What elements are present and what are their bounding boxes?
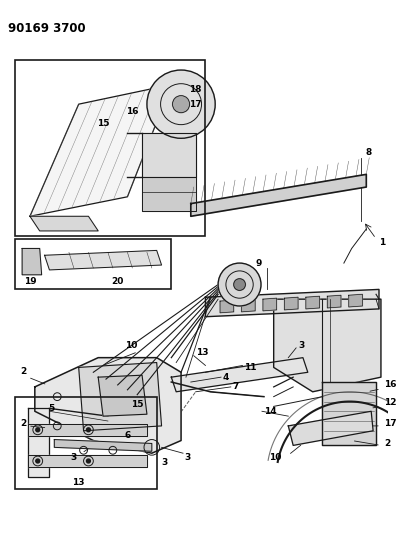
Polygon shape xyxy=(191,174,366,216)
Text: 13: 13 xyxy=(72,478,85,487)
Text: 15: 15 xyxy=(131,400,143,409)
Text: 16: 16 xyxy=(126,108,139,117)
Polygon shape xyxy=(288,411,373,446)
Text: 12: 12 xyxy=(384,398,396,407)
Polygon shape xyxy=(98,375,147,416)
Circle shape xyxy=(36,428,40,432)
Polygon shape xyxy=(274,299,381,392)
Polygon shape xyxy=(322,382,376,446)
Polygon shape xyxy=(79,362,162,431)
Text: 6: 6 xyxy=(124,431,131,440)
Text: 2: 2 xyxy=(20,367,27,376)
Polygon shape xyxy=(28,408,50,477)
Polygon shape xyxy=(54,440,152,451)
Polygon shape xyxy=(327,295,341,308)
Text: 20: 20 xyxy=(112,277,124,286)
Text: 3: 3 xyxy=(298,342,304,351)
Text: 17: 17 xyxy=(384,419,397,429)
Polygon shape xyxy=(30,216,98,231)
Text: 4: 4 xyxy=(223,373,229,382)
Text: 19: 19 xyxy=(24,277,36,286)
Text: 11: 11 xyxy=(245,363,257,372)
Polygon shape xyxy=(142,177,196,212)
Polygon shape xyxy=(349,294,362,307)
Text: 3: 3 xyxy=(162,458,168,467)
Polygon shape xyxy=(35,358,181,453)
Polygon shape xyxy=(30,85,172,216)
Circle shape xyxy=(87,428,91,432)
Polygon shape xyxy=(172,358,308,392)
Text: 14: 14 xyxy=(264,407,277,416)
Polygon shape xyxy=(28,424,147,435)
Circle shape xyxy=(173,95,190,112)
Text: 13: 13 xyxy=(196,348,208,357)
Circle shape xyxy=(147,70,215,138)
Polygon shape xyxy=(241,299,255,312)
Bar xyxy=(15,239,172,289)
Circle shape xyxy=(234,279,245,290)
Polygon shape xyxy=(284,297,298,310)
Text: 18: 18 xyxy=(189,85,202,94)
Text: 15: 15 xyxy=(97,119,109,128)
Text: 3: 3 xyxy=(71,453,77,462)
Text: 16: 16 xyxy=(384,381,396,390)
Text: 9: 9 xyxy=(256,259,262,268)
Bar xyxy=(15,60,205,236)
Text: 1: 1 xyxy=(379,238,385,247)
Text: 8: 8 xyxy=(365,148,372,157)
Text: 7: 7 xyxy=(233,382,239,391)
Text: 10: 10 xyxy=(269,453,281,462)
Polygon shape xyxy=(263,298,277,311)
Text: 2: 2 xyxy=(384,439,390,448)
Text: 3: 3 xyxy=(184,453,190,462)
Polygon shape xyxy=(205,289,379,317)
Text: 10: 10 xyxy=(125,342,138,351)
Circle shape xyxy=(218,263,261,306)
Polygon shape xyxy=(44,251,162,270)
Polygon shape xyxy=(142,133,196,177)
Polygon shape xyxy=(22,248,42,275)
Polygon shape xyxy=(220,300,234,313)
Polygon shape xyxy=(28,455,147,467)
Text: 17: 17 xyxy=(189,100,202,109)
Bar xyxy=(15,397,157,489)
Text: 5: 5 xyxy=(48,404,54,413)
Text: 2: 2 xyxy=(20,419,27,429)
Text: 90169 3700: 90169 3700 xyxy=(8,22,86,35)
Circle shape xyxy=(36,459,40,463)
Polygon shape xyxy=(306,296,320,309)
Circle shape xyxy=(87,459,91,463)
